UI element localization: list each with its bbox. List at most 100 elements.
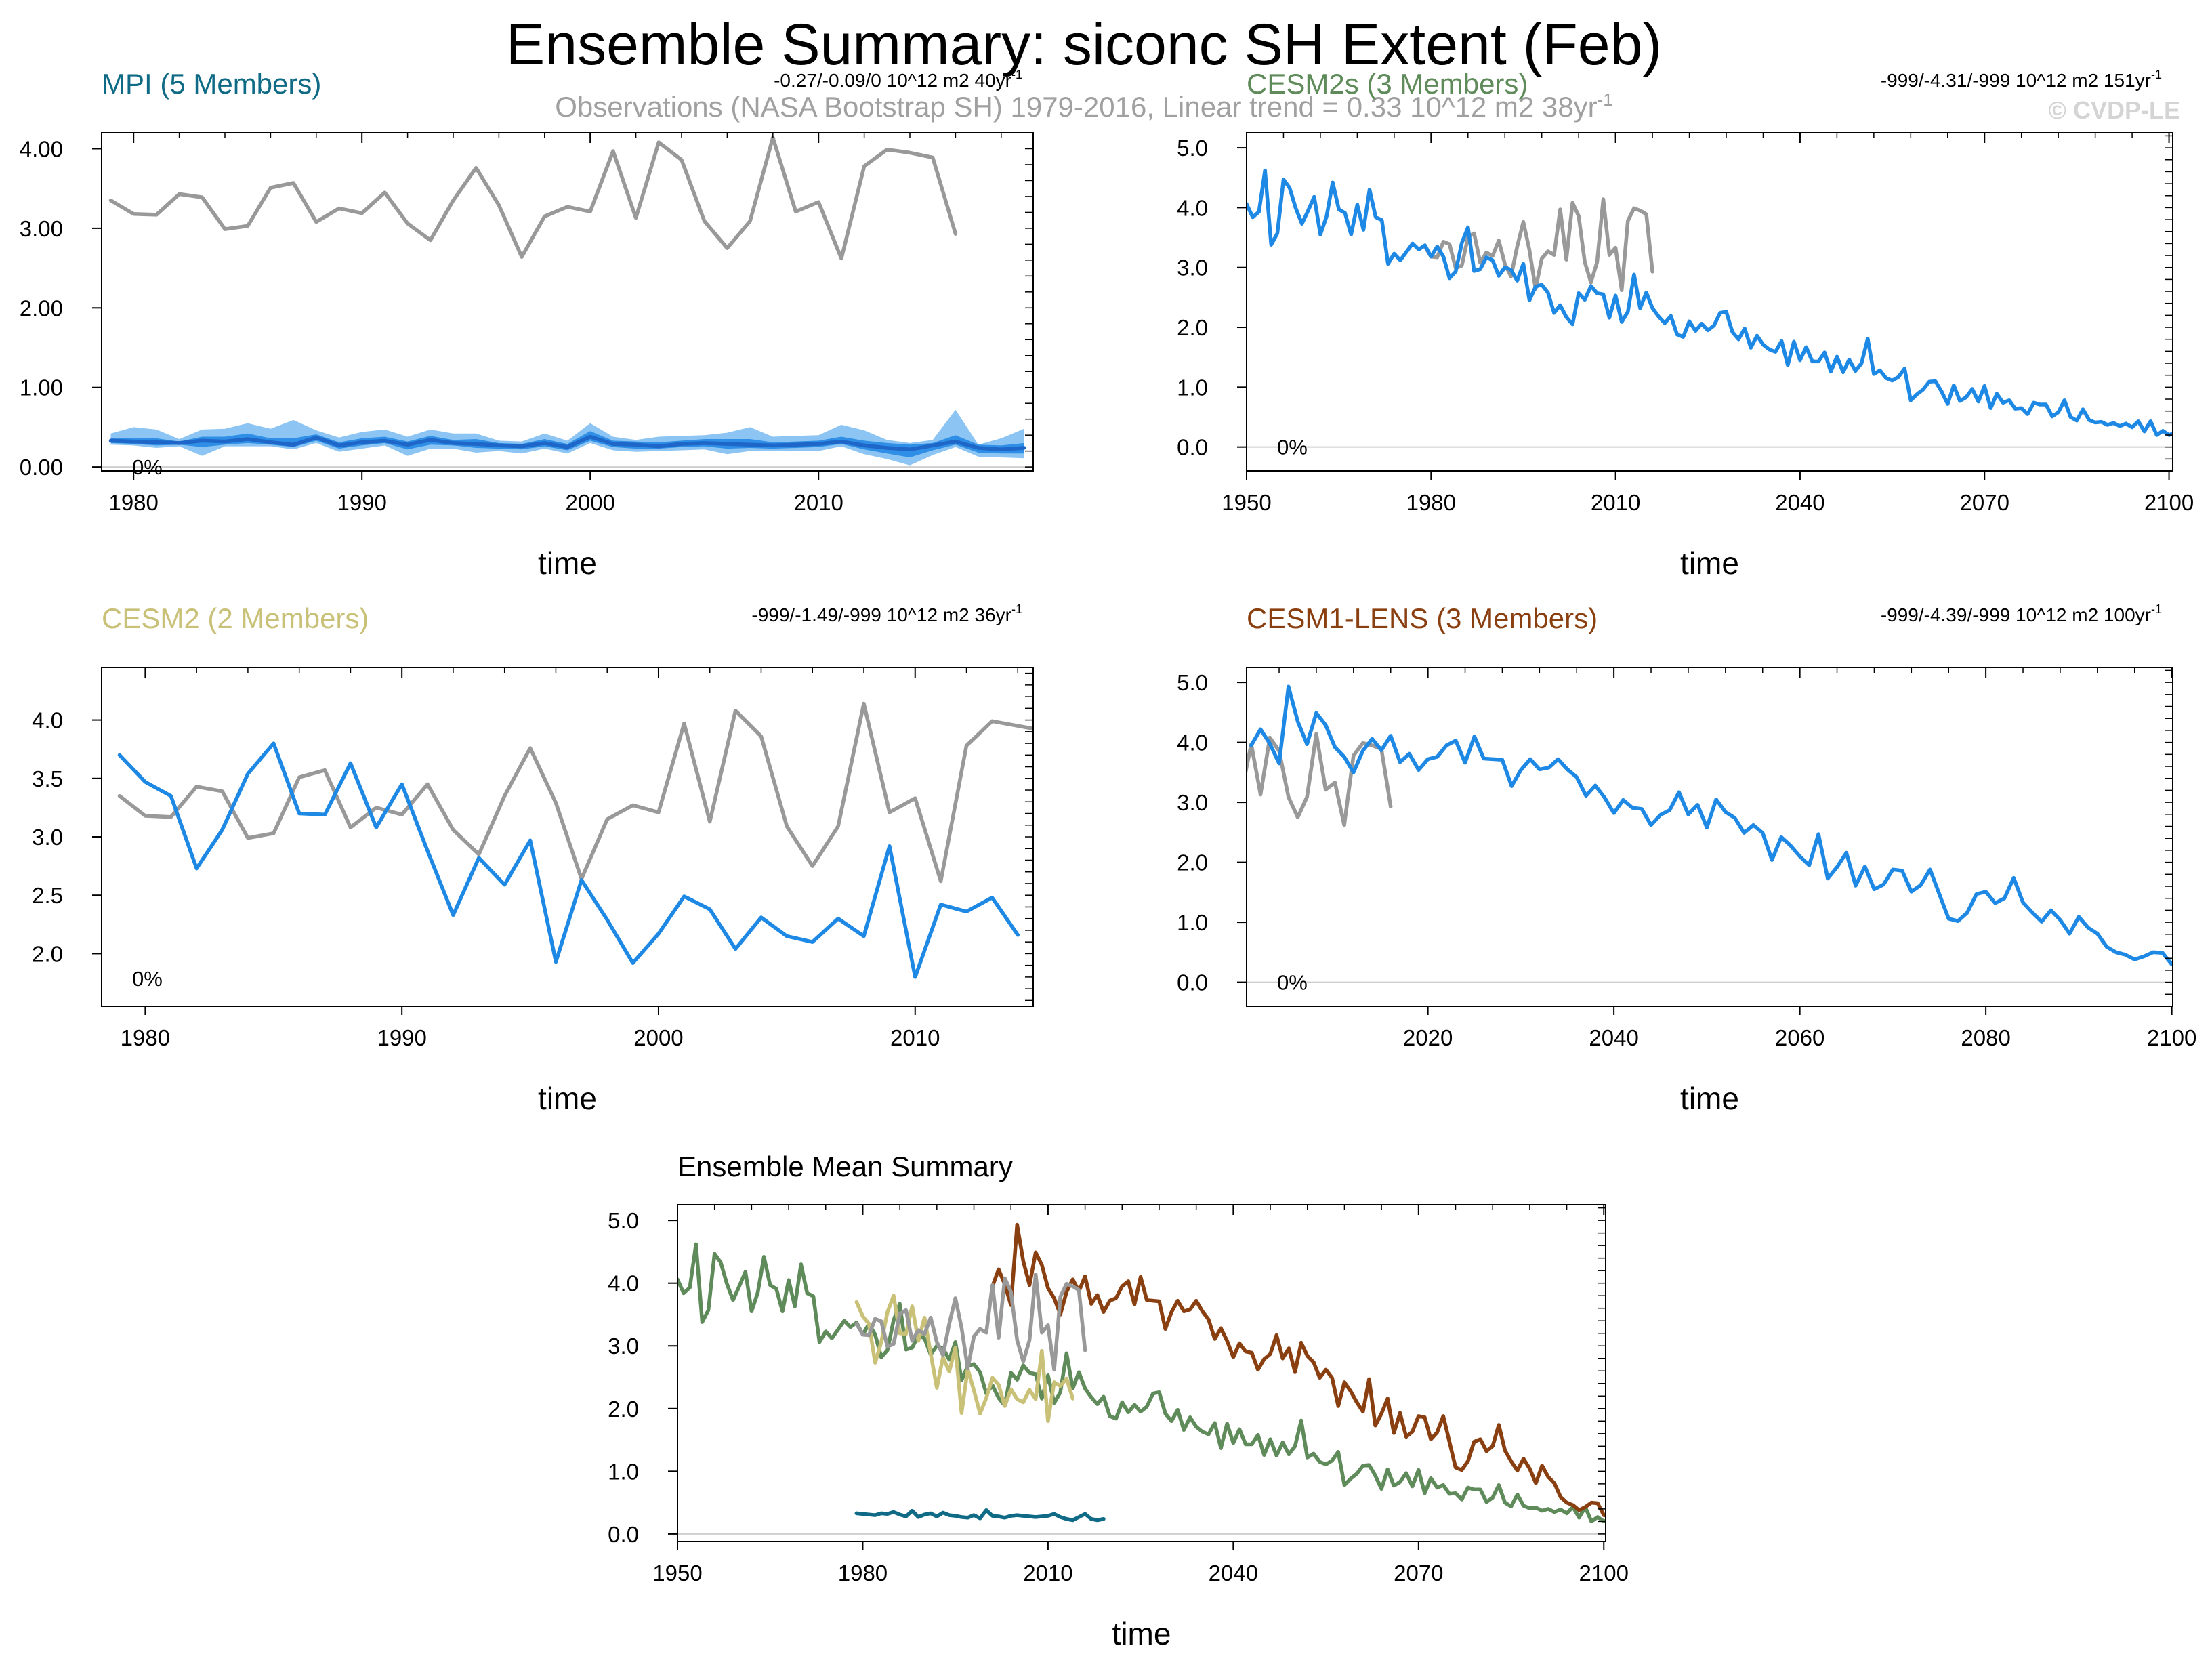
x-axis-title: time bbox=[1680, 1081, 1739, 1116]
panel-title: MPI (5 Members) bbox=[102, 68, 321, 100]
y-tick-label: 2.0 bbox=[608, 1397, 639, 1422]
series-line-mpi bbox=[854, 1508, 1106, 1523]
x-tick-label: 2020 bbox=[1403, 1025, 1453, 1050]
y-tick-label: 5.0 bbox=[1177, 670, 1208, 695]
ensemble-mean-line bbox=[1247, 168, 2173, 437]
series-line-cesm2s bbox=[677, 1242, 1606, 1524]
x-tick-label: 1980 bbox=[121, 1025, 170, 1050]
trend-label-text: -0.27/-0.09/0 10^12 m2 40yr bbox=[774, 70, 1011, 91]
chart-cesm2s: 1950 1980 2010 2040 2070 2100 0.0 1.0 2.0 3.0 4.0 5… bbox=[1177, 68, 2194, 581]
percent-label: 0% bbox=[1277, 436, 1308, 459]
x-axis-title: time bbox=[538, 1081, 597, 1116]
y-tick-label: 3.5 bbox=[32, 766, 63, 791]
x-tick-label: 1980 bbox=[1406, 490, 1456, 515]
plot-area bbox=[1247, 168, 2173, 437]
y-tick-label: 3.0 bbox=[1177, 255, 1208, 281]
x-tick-label: 2100 bbox=[1579, 1560, 1629, 1586]
percent-label: 0% bbox=[132, 455, 163, 479]
ensemble-spread-outer bbox=[110, 409, 1024, 466]
y-tick-label: 0.0 bbox=[1177, 435, 1208, 460]
y-tick-label: 2.00 bbox=[20, 295, 63, 320]
plot-area bbox=[1247, 684, 2173, 967]
trend-label: -999/-4.39/-999 10^12 m2 100yr-1 bbox=[1881, 602, 2162, 625]
observations-subtitle: Observations (NASA Bootstrap SH) 1979-20… bbox=[555, 89, 1613, 123]
trend-label-sup: -1 bbox=[1011, 68, 1022, 81]
x-tick-label: 2010 bbox=[1023, 1560, 1072, 1586]
ensemble-mean-line bbox=[108, 434, 1026, 452]
trend-label-sup: -1 bbox=[2151, 68, 2162, 81]
x-tick-label: 1950 bbox=[652, 1560, 702, 1586]
x-tick-label: 2000 bbox=[565, 490, 614, 515]
y-tick-label: 1.0 bbox=[1177, 375, 1208, 400]
y-tick-label: 1.0 bbox=[1177, 910, 1208, 935]
observations-subtitle-text: Observations (NASA Bootstrap SH) 1979-20… bbox=[555, 91, 1597, 123]
x-tick-label: 1990 bbox=[377, 1025, 426, 1050]
chart-mpi: 1980 1990 2000 2010 0.00 1.00 2.00 3.00 4.00 time… bbox=[20, 68, 1034, 581]
panel-title: CESM2s (3 Members) bbox=[1247, 68, 1528, 100]
y-tick-label: 3.0 bbox=[608, 1333, 639, 1359]
x-axis-title: time bbox=[1112, 1616, 1171, 1651]
chart-cesm2: 1980 1990 2000 2010 2.0 2.5 3.0 3.5 4.0 time CESM2… bbox=[32, 602, 1034, 1116]
plot-area bbox=[108, 136, 1026, 466]
plot-frame bbox=[1246, 667, 2173, 1007]
x-tick-label: 2010 bbox=[890, 1025, 940, 1050]
plot-frame bbox=[1246, 132, 2173, 472]
trend-label-sup: -1 bbox=[1011, 602, 1022, 616]
panel-title: CESM2 (2 Members) bbox=[102, 602, 369, 634]
ensemble-mean-line bbox=[1249, 684, 2173, 967]
panel-title: Ensemble Mean Summary bbox=[677, 1151, 1013, 1182]
y-tick-label: 0.00 bbox=[20, 455, 63, 480]
copyright-label: © CVDP-LE bbox=[2048, 96, 2180, 124]
x-tick-label: 2060 bbox=[1775, 1025, 1824, 1050]
chart-ensemble_mean: 1950 1980 2010 2040 2070 2100 0.0 1.0 2.0 3.0 4.0 5… bbox=[608, 1151, 1629, 1651]
x-tick-label: 2000 bbox=[633, 1025, 683, 1050]
plot-area bbox=[677, 1222, 1606, 1524]
x-tick-label: 2070 bbox=[1960, 490, 2009, 515]
y-tick-label: 3.0 bbox=[1177, 790, 1208, 815]
y-tick-label: 5.0 bbox=[1177, 136, 1208, 161]
trend-label-sup: -1 bbox=[2151, 602, 2162, 616]
y-tick-label: 2.0 bbox=[1177, 315, 1208, 340]
y-tick-label: 4.0 bbox=[32, 708, 63, 733]
x-axis-title: time bbox=[1680, 545, 1739, 581]
figure-title: Ensemble Summary: siconc SH Extent (Feb) bbox=[506, 12, 1662, 77]
panel-title: CESM1-LENS (3 Members) bbox=[1247, 602, 1598, 634]
y-tick-label: 2.5 bbox=[32, 883, 63, 908]
series-line-obs bbox=[854, 1272, 1087, 1372]
y-tick-label: 5.0 bbox=[608, 1208, 639, 1233]
x-tick-label: 2010 bbox=[793, 490, 843, 515]
y-tick-label: 0.0 bbox=[608, 1522, 639, 1547]
chart-cesm1: 2020 2040 2060 2080 2100 0.0 1.0 2.0 3.0 4.0 5.0 ti… bbox=[1177, 602, 2196, 1116]
x-tick-label: 1980 bbox=[108, 490, 158, 515]
x-tick-label: 2040 bbox=[1589, 1025, 1638, 1050]
panels: 1980 1990 2000 2010 0.00 1.00 2.00 3.00 4.00 time… bbox=[20, 68, 2197, 1651]
y-tick-label: 4.00 bbox=[20, 136, 63, 161]
x-tick-label: 2040 bbox=[1775, 490, 1824, 515]
y-tick-label: 3.0 bbox=[32, 825, 63, 850]
y-tick-label: 0.0 bbox=[1177, 970, 1208, 995]
series-line-cesm2 bbox=[854, 1294, 1075, 1424]
observations-line bbox=[108, 136, 958, 261]
y-tick-label: 2.0 bbox=[32, 941, 63, 966]
y-tick-label: 4.0 bbox=[608, 1271, 639, 1296]
trend-label: -0.27/-0.09/0 10^12 m2 40yr-1 bbox=[774, 68, 1022, 91]
y-tick-label: 1.0 bbox=[608, 1459, 639, 1484]
percent-label: 0% bbox=[132, 967, 163, 991]
trend-label-text: -999/-4.31/-999 10^12 m2 151yr bbox=[1881, 70, 2151, 91]
trend-label-text: -999/-1.49/-999 10^12 m2 36yr bbox=[751, 604, 1011, 625]
x-tick-label: 2040 bbox=[1209, 1560, 1258, 1586]
trend-label: -999/-1.49/-999 10^12 m2 36yr-1 bbox=[751, 602, 1022, 625]
observations-subtitle-sup: -1 bbox=[1598, 89, 1613, 110]
y-tick-label: 3.00 bbox=[20, 216, 63, 241]
plot-area bbox=[117, 701, 1033, 979]
plot-frame bbox=[677, 1204, 1606, 1542]
trend-label: -999/-4.31/-999 10^12 m2 151yr-1 bbox=[1881, 68, 2162, 91]
y-tick-label: 4.0 bbox=[1177, 195, 1208, 220]
x-tick-label: 1950 bbox=[1222, 490, 1271, 515]
x-tick-label: 2100 bbox=[2144, 490, 2194, 515]
percent-label: 0% bbox=[1277, 971, 1308, 995]
x-tick-label: 1980 bbox=[838, 1560, 888, 1586]
ensemble-spread-inner bbox=[110, 431, 1024, 457]
